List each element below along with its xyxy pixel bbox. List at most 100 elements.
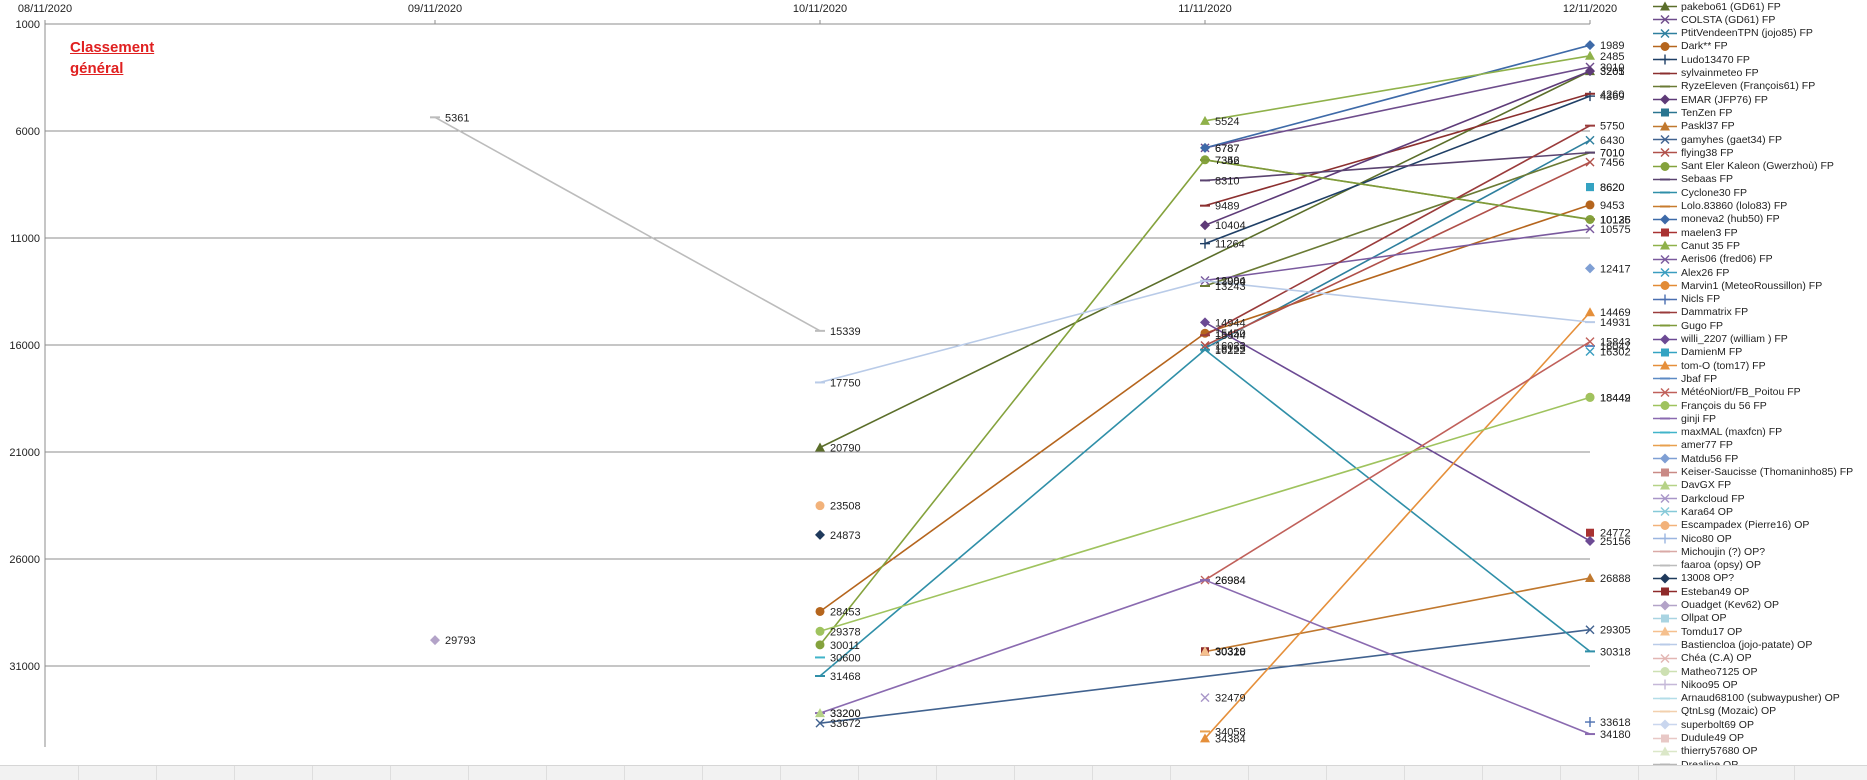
series-canut-35-fp (1200, 50, 1595, 125)
legend-swatch (1653, 572, 1677, 585)
data-label: 29378 (830, 626, 861, 638)
spreadsheet-cell (468, 766, 547, 780)
data-labels: 20790 3205 6787 3010 16155 6430 28453 15450 9453… (445, 40, 1631, 745)
data-label: 33618 (1600, 717, 1631, 729)
annotation-line-2: général (70, 60, 124, 77)
spreadsheet-cell (1716, 766, 1795, 780)
data-label: 17750 (830, 377, 861, 389)
legend-label: Sebaas FP (1681, 173, 1733, 186)
data-label: 30318 (1600, 646, 1631, 658)
data-label: 10575 (1600, 224, 1631, 236)
series-line-segment (1204, 204, 1591, 334)
legend-item: sylvainmeteo FP (1653, 67, 1759, 80)
series-nicls-fp (1585, 717, 1595, 728)
spreadsheet-cell (624, 766, 703, 780)
series-darkcloud-fp (1200, 693, 1210, 703)
point-marker (1660, 148, 1670, 158)
point-marker (1585, 50, 1595, 60)
series-line-segment (819, 159, 1206, 646)
legend-item: Tomdu17 OP (1653, 625, 1742, 638)
point-marker (1200, 317, 1210, 328)
point-marker (1585, 135, 1595, 145)
legend-swatch (1653, 333, 1677, 346)
legend-swatch (1653, 519, 1677, 532)
legend-swatch (1653, 106, 1677, 119)
legend-swatch (1653, 120, 1677, 133)
series-faaroa-opsy-op (430, 116, 825, 332)
point-marker (1660, 480, 1670, 490)
point-marker (1200, 693, 1210, 703)
data-label: 34058 (1215, 726, 1246, 738)
legend-swatch (1653, 505, 1677, 518)
legend-swatch (1653, 319, 1677, 332)
legend-item: DamienM FP (1653, 346, 1742, 359)
point-marker (1200, 733, 1210, 743)
point-marker (1660, 161, 1670, 171)
series-damienm-fp (1586, 183, 1594, 192)
series-flying38-fp (1200, 157, 1595, 350)
point-marker (815, 606, 825, 616)
point-marker (1660, 507, 1670, 517)
point-marker (1660, 387, 1670, 397)
legend-item: Cyclone30 FP (1653, 186, 1747, 199)
series-m-t-oniort-fb-poitou-fp (1200, 337, 1595, 585)
point-marker (1660, 1, 1670, 11)
legend-label: maxMAL (maxfcn) FP (1681, 426, 1783, 439)
data-label: 4369 (1600, 91, 1624, 103)
data-label: 13243 (1215, 281, 1246, 293)
legend-swatch (1653, 67, 1677, 80)
point-marker (1660, 653, 1670, 663)
point-marker (1661, 348, 1669, 357)
point-marker (1200, 220, 1210, 231)
data-label: 16023 (1215, 340, 1246, 352)
series-line-segment (819, 349, 1206, 677)
data-label: 3010 (1600, 62, 1624, 74)
legend-label: Lolo.83860 (lolo83) FP (1681, 200, 1788, 212)
spreadsheet-cell (1248, 766, 1327, 780)
legend-label: tom-O (tom17) FP (1681, 359, 1766, 372)
point-marker (1585, 337, 1595, 347)
legend-item: Matheo7125 OP (1653, 665, 1757, 678)
series-line-segment (819, 579, 1206, 714)
data-label: 33200 (830, 708, 861, 720)
data-label: 30600 (830, 652, 861, 664)
legend-item: Keiser-Saucisse (Thomaninho85) FP (1653, 466, 1853, 479)
legend-label: Matdu56 FP (1681, 452, 1739, 465)
data-label: 29793 (445, 635, 476, 647)
y-tick-label: 21000 (9, 447, 40, 459)
spreadsheet-cell (1482, 766, 1561, 780)
legend-item: Arnaud68100 (subwaypusher) OP (1653, 692, 1840, 705)
legend-swatch (1653, 200, 1677, 213)
legend-item: flying38 FP (1653, 146, 1734, 159)
legend-swatch (1653, 80, 1677, 93)
series-line-segment (1204, 95, 1591, 245)
point-marker (815, 640, 825, 650)
data-label: 24772 (1600, 528, 1631, 540)
legend-label: Canut 35 FP (1681, 239, 1740, 252)
point-marker (1586, 528, 1594, 537)
spreadsheet-cell (0, 766, 79, 780)
y-tick-label: 1000 (16, 19, 40, 31)
series-dammatrix-fp (1200, 124, 1595, 337)
legend-label: superbolt69 OP (1681, 718, 1754, 731)
legend-swatch (1653, 160, 1677, 173)
series-line-segment (1204, 228, 1591, 282)
spreadsheet-cell (858, 766, 937, 780)
legend-item: Sant Eler Kaleon (Gwerzhoù) FP (1653, 160, 1834, 173)
legend-label: François du 56 FP (1681, 399, 1767, 412)
spreadsheet-cell (1014, 766, 1093, 780)
series-line-segment (1204, 579, 1591, 735)
data-label: 8620 (1600, 182, 1624, 194)
point-marker (815, 501, 825, 511)
legend-item: superbolt69 OP (1653, 718, 1754, 731)
point-marker (1660, 360, 1670, 370)
data-label: 18449 (1600, 392, 1631, 404)
legend-label: Jbaf FP (1681, 372, 1718, 385)
legend-label: Dark** FP (1681, 40, 1728, 53)
data-label: 16222 (1215, 345, 1246, 357)
spreadsheet-cell (390, 766, 469, 780)
legend-swatch (1653, 705, 1677, 718)
legend-label: Dudule49 OP (1681, 732, 1745, 744)
point-marker (1661, 228, 1669, 237)
legend-item: Jbaf FP (1653, 372, 1717, 385)
